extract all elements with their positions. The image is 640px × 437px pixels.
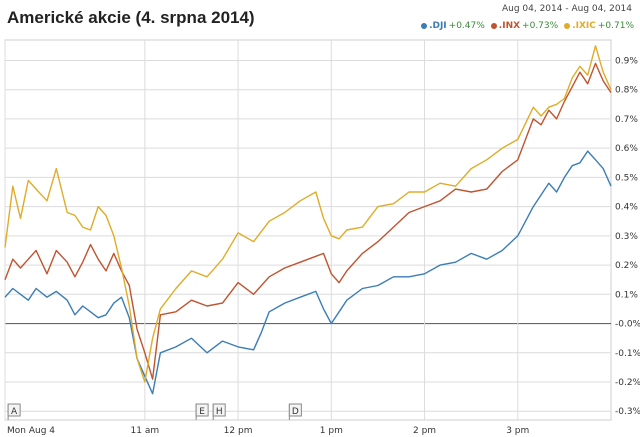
legend-item-ixic[interactable]: .IXIC +0.71%: [564, 21, 634, 31]
y-tick-label: 0.5%: [615, 173, 638, 183]
series-line-inx[interactable]: [4, 62, 612, 380]
y-tick-label: 0.4%: [615, 203, 638, 213]
legend-name: .DJI: [429, 21, 447, 31]
y-tick-label: -0.0%: [615, 320, 640, 330]
y-tick-label: 0.7%: [615, 115, 638, 125]
legend-item-dji[interactable]: .DJI +0.47%: [421, 21, 485, 31]
chart-title: Americké akcie (4. srpna 2014): [7, 8, 255, 27]
date-range-start[interactable]: Aug 04, 2014: [501, 4, 563, 14]
legend-dot-icon: [421, 23, 428, 29]
legend-change: +0.47%: [448, 21, 485, 31]
y-tick-label: -0.1%: [615, 349, 640, 359]
legend-item-inx[interactable]: .INX +0.73%: [490, 21, 559, 31]
annotation-marker[interactable]: [212, 403, 226, 417]
x-tick-label: 12 pm: [224, 426, 253, 436]
annotation-marker-label: A: [11, 407, 18, 417]
y-tick-label: 0.8%: [615, 86, 638, 96]
date-range-separator: -: [565, 4, 569, 14]
series-line-ixic[interactable]: [4, 45, 612, 383]
y-tick-label: 0.3%: [615, 232, 638, 242]
x-tick-label: 3 pm: [506, 426, 529, 436]
y-tick-label: 0.2%: [615, 261, 638, 271]
x-tick-label: 11 am: [131, 426, 160, 436]
legend-dot-icon: [564, 23, 571, 29]
y-tick-label: 0.6%: [615, 144, 638, 154]
annotation-marker[interactable]: [195, 403, 209, 417]
legend-name: .INX: [498, 21, 521, 31]
y-tick-label: -0.3%: [615, 407, 640, 417]
y-tick-label: -0.2%: [615, 378, 640, 388]
legend-dot-icon: [490, 23, 497, 29]
annotation-marker[interactable]: [7, 403, 21, 417]
y-tick-label: 0.1%: [615, 290, 638, 300]
series-line-dji[interactable]: [4, 150, 612, 395]
x-tick-label: 2 pm: [413, 426, 436, 436]
date-range[interactable]: Aug 04, 2014 - Aug 04, 2014: [502, 4, 632, 14]
annotation-marker-label: H: [216, 407, 223, 417]
date-range-end[interactable]: Aug 04, 2014: [571, 4, 632, 14]
legend-change: +0.71%: [597, 21, 634, 31]
annotation-marker-label: E: [199, 407, 205, 417]
x-tick-label: 1 pm: [320, 426, 343, 436]
annotation-marker-label: D: [292, 407, 299, 417]
annotation-marker[interactable]: [288, 403, 302, 417]
legend-change: +0.73%: [522, 21, 559, 31]
y-tick-label: 0.9%: [615, 56, 638, 66]
legend-name: .IXIC: [572, 21, 596, 31]
legend: .DJI +0.47% .INX +0.73% .IXIC +0.71%: [421, 21, 634, 31]
x-tick-label: Mon Aug 4: [7, 426, 55, 436]
